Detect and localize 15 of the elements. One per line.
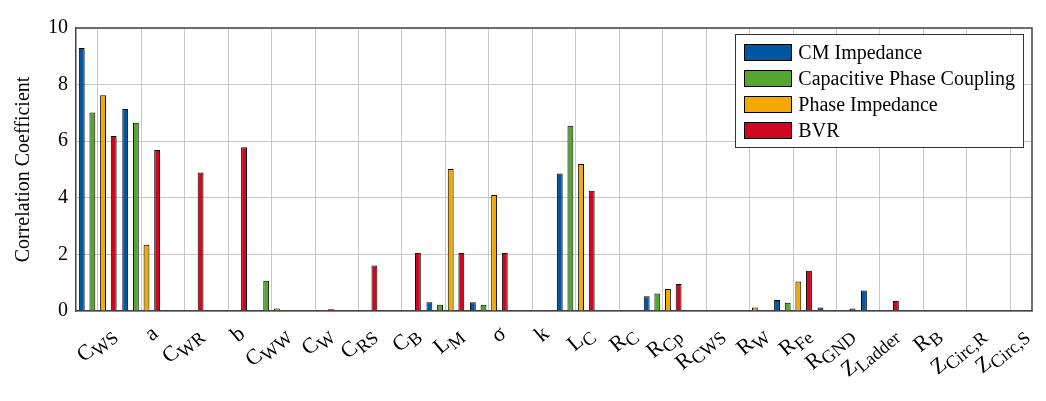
y-tick-label: 4 [58, 185, 68, 208]
y-tick-label: 8 [58, 71, 68, 94]
x-tick-label: σ [485, 320, 511, 348]
x-tick-label: b [225, 320, 250, 347]
legend-label: Phase Impedance [798, 92, 938, 117]
y-tick-label: 10 [48, 15, 68, 38]
legend-label: CM Impedance [798, 40, 923, 65]
y-axis-title: Correlation Coefficient [11, 76, 34, 263]
y-tick-label: 6 [58, 128, 68, 151]
x-tick-label: a [139, 320, 163, 346]
y-tick-label: 0 [58, 298, 68, 321]
x-tick-label: k [529, 320, 554, 347]
y-tick-label: 2 [58, 241, 68, 264]
legend-label: BVR [798, 118, 840, 143]
legend-label: Capacitive Phase Coupling [798, 66, 1015, 91]
